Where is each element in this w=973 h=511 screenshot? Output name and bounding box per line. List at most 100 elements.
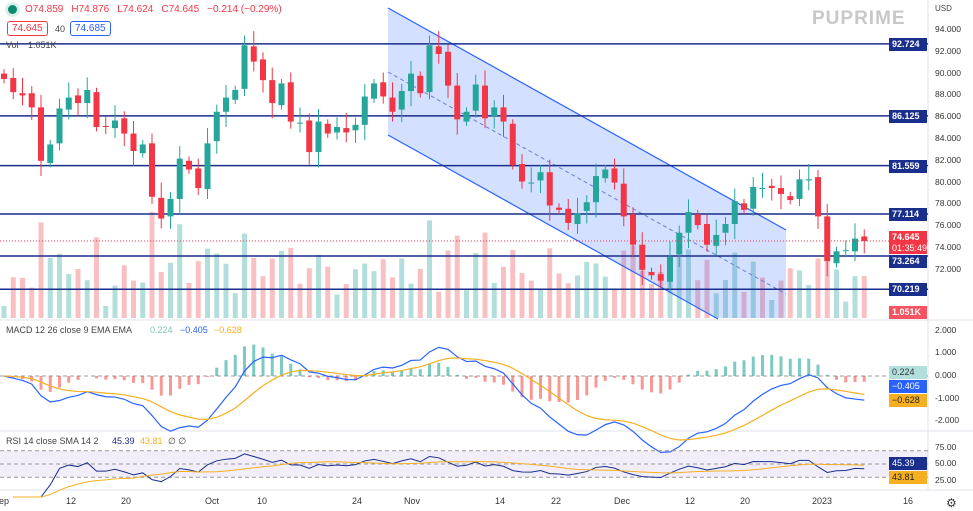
macd-histogram-bar — [816, 364, 820, 376]
macd-signal-value: −0.628 — [214, 325, 242, 335]
macd-histogram-bar — [233, 354, 237, 376]
candle-body — [102, 125, 109, 128]
macd-histogram-bar — [733, 361, 737, 376]
candle-body — [223, 97, 229, 112]
volume-bar — [288, 248, 294, 318]
volume-bar — [75, 269, 81, 318]
macd-axis-tick: -2.000 — [935, 415, 960, 426]
candle-body — [824, 216, 831, 262]
close-value: C74.645 — [161, 4, 200, 15]
candle-body — [167, 198, 174, 217]
time-axis-label: Dec — [613, 496, 631, 506]
macd-histogram-bar — [696, 370, 700, 376]
volume-bar — [824, 236, 830, 318]
volume-bar — [158, 272, 164, 318]
price-axis-tick: 90.000 — [935, 67, 961, 78]
volume-bar — [57, 253, 62, 318]
macd-histogram-bar — [122, 376, 126, 381]
volume-bar — [177, 224, 183, 318]
volume-bar — [861, 276, 867, 318]
volume-bar — [621, 250, 627, 318]
rsi-sma-line — [13, 461, 865, 498]
price-axis-tick: 72.000 — [935, 263, 961, 274]
candle-body — [361, 96, 368, 125]
candle-body — [278, 83, 285, 106]
volume-bar — [38, 222, 44, 318]
candle-body — [611, 168, 618, 183]
candle-body — [759, 188, 766, 190]
volume-bar — [501, 266, 506, 318]
candle-body — [509, 123, 516, 166]
candle-body — [491, 107, 498, 117]
candle-body — [93, 92, 100, 128]
macd-histogram-bar — [724, 366, 727, 376]
volume-bar — [186, 283, 192, 318]
time-axis-label: 22 — [550, 496, 562, 506]
macd-histogram-bar — [566, 376, 570, 403]
sell-button[interactable]: 74.645 — [7, 21, 48, 36]
macd-histogram-bar — [270, 353, 274, 376]
macd-histogram-bar — [714, 369, 718, 376]
level-price-tag: 81.559 — [889, 159, 927, 173]
volume-bar — [602, 276, 608, 318]
candle-body — [731, 201, 738, 225]
spread: 40 — [55, 24, 66, 34]
candle-body — [352, 124, 359, 131]
rsi-axis-tick: 25.00 — [935, 474, 957, 485]
candle-body — [417, 75, 424, 94]
candle-body — [315, 121, 322, 153]
volume-bar — [482, 232, 488, 318]
macd-histogram-bar — [446, 367, 450, 376]
level-price-tag: 92.724 — [889, 37, 927, 51]
candle-body — [657, 274, 664, 281]
volume-bar — [29, 287, 35, 318]
candle-body — [861, 236, 868, 241]
candle-body — [121, 118, 128, 134]
change-value: −0.214 (−0.29%) — [207, 4, 282, 15]
candle-body — [241, 45, 248, 89]
candle-body — [546, 172, 553, 206]
candle-body — [500, 107, 507, 122]
macd-histogram-bar — [742, 360, 746, 376]
candle-body — [833, 251, 840, 264]
time-axis-label: 10 — [256, 496, 268, 506]
candle-body — [620, 183, 627, 217]
volume-bar — [732, 252, 738, 318]
macd-histogram-bar — [224, 360, 228, 376]
macd-histogram-bar — [76, 376, 80, 380]
macd-histogram-bar — [650, 376, 653, 393]
macd-histogram-bar — [298, 369, 302, 376]
volume-bar — [528, 280, 534, 318]
macd-histogram-bar — [48, 376, 52, 392]
volume-bar — [575, 275, 580, 318]
settings-gear-icon[interactable]: ⚙ — [946, 496, 957, 510]
price-axis-tick: 82.000 — [935, 154, 961, 165]
time-axis-label: 20 — [739, 496, 751, 506]
candle-body — [371, 83, 377, 99]
macd-histogram-bar — [548, 376, 552, 402]
macd-histogram-bar — [150, 376, 154, 390]
currency-selector[interactable]: USD — [935, 4, 952, 13]
volume-bar — [269, 258, 275, 318]
candle-body — [537, 172, 544, 181]
volume-bar — [519, 273, 525, 318]
candle-body — [112, 120, 118, 129]
candle-body — [186, 160, 192, 170]
macd-signal-line — [3, 357, 865, 441]
macd-histogram-bar — [372, 371, 376, 376]
volume-bar — [353, 269, 358, 318]
candle-body — [704, 224, 710, 245]
candle-body — [56, 108, 63, 144]
candle-body — [787, 196, 794, 201]
price-axis-tick: 94.000 — [935, 24, 961, 34]
candle-body — [139, 144, 146, 154]
buy-button[interactable]: 74.685 — [70, 21, 111, 36]
candle-body — [602, 169, 609, 179]
volume-bar — [297, 283, 303, 318]
price-axis-tick: 74.000 — [935, 242, 961, 252]
rsi-value-tag: 45.39 — [889, 457, 927, 470]
macd-histogram-bar — [455, 374, 459, 376]
channel-fill — [388, 8, 786, 318]
macd-value: −0.405 — [180, 325, 208, 335]
